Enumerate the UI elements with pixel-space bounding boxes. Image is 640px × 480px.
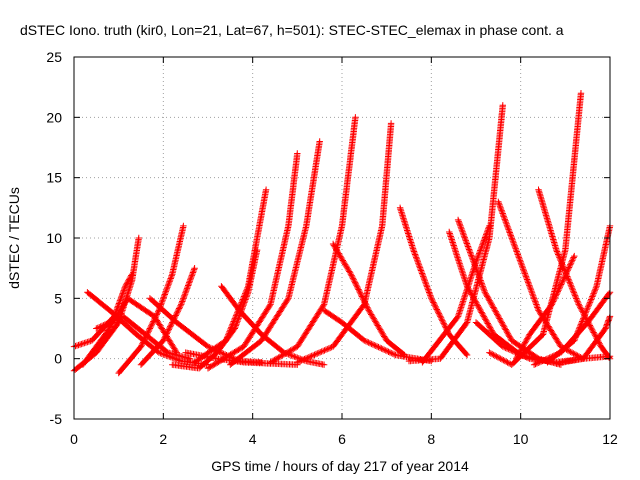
x-tick-label: 6 [338,431,346,447]
y-tick-label: 0 [54,351,62,367]
y-tick-label: 5 [54,290,62,306]
y-tick-label: 15 [46,170,62,186]
series-markers [396,204,471,359]
ticks: 0 2 4 6 8 10 12 -5 0 5 10 15 20 25 [46,49,618,447]
x-axis-label: GPS time / hours of day 217 of year 2014 [211,458,469,474]
x-tick-label: 4 [249,431,257,447]
series-markers [513,252,578,362]
series-markers [218,283,328,368]
series-11 [191,186,270,366]
series-markers [530,289,614,368]
y-tick-label: 25 [46,49,62,65]
series-12 [218,283,328,368]
series-31 [553,313,614,367]
x-tick-label: 8 [427,431,435,447]
series-markers [137,265,198,368]
y-axis-label: dSTEC / TECUs [6,187,22,289]
series-markers [204,150,301,372]
series-15 [267,114,359,366]
y-tick-label: -5 [50,411,63,427]
series-markers [191,186,270,366]
series-markers [115,222,187,377]
series-13 [204,150,301,372]
y-tick-label: 10 [46,230,62,246]
series-7 [137,265,198,368]
chart-title: dSTEC Iono. truth (kir0, Lon=21, Lat=67,… [20,22,564,38]
x-tick-label: 2 [159,431,167,447]
series-14 [227,138,323,368]
series-27 [513,252,578,362]
series-markers [227,138,323,368]
y-tick-label: 20 [46,109,62,125]
series-markers [267,114,359,366]
x-tick-label: 10 [513,431,529,447]
x-tick-label: 12 [602,431,618,447]
x-tick-label: 0 [70,431,78,447]
series-18 [329,240,408,359]
series-markers [553,313,614,367]
series-6 [115,222,187,377]
series-markers [329,240,408,359]
series-30 [530,289,614,368]
series-19 [396,204,471,359]
